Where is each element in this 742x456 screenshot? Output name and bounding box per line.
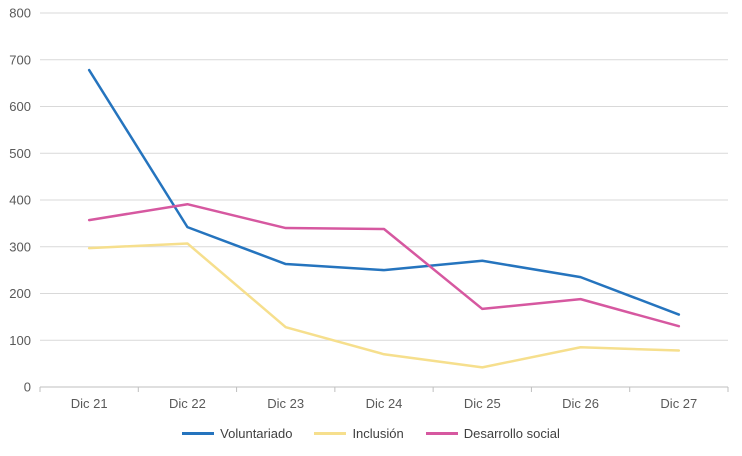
legend-item-desarrollo-social: Desarrollo social: [425, 426, 560, 441]
legend-label: Voluntariado: [220, 426, 293, 441]
series-line-voluntariado: [87, 68, 681, 316]
y-axis-tick-label: 800: [9, 6, 31, 21]
legend-label: Inclusión: [352, 426, 404, 441]
x-axis-tick-label: Dic 23: [267, 396, 304, 411]
x-axis-tick-label: Dic 27: [660, 396, 697, 411]
x-axis-group: Dic 21 Dic 22 Dic 23 Dic 24 Dic 25 Dic 26 Dic …: [39, 386, 729, 411]
legend-item-voluntariado: Voluntariado: [182, 427, 292, 440]
series-group: [87, 68, 681, 369]
gridlines-group: [40, 12, 728, 341]
legend-line-swatch: [182, 432, 215, 435]
y-axis-tick-label: 200: [9, 286, 31, 301]
legend-item-inclusi-n: Inclusión: [314, 426, 404, 441]
x-axis-tick-label: Dic 26: [562, 396, 599, 411]
y-axis-tick-label: 300: [9, 239, 31, 254]
series-line-inclusi-n: [87, 242, 681, 369]
y-axis-tick-label: 600: [9, 99, 31, 114]
series-line-desarrollo-social: [87, 202, 681, 328]
legend-label: Desarrollo social: [463, 426, 560, 441]
y-axis-tick-label: 400: [9, 193, 31, 208]
x-axis-tick-label: Dic 25: [464, 396, 501, 411]
y-axis-tick-label: 100: [9, 333, 31, 348]
y-axis-labels-group: 0 100 200 300 400 500 600 700 800: [9, 6, 31, 395]
chart-legend: Voluntariado Inclusión Desarrollo social: [0, 427, 742, 440]
x-axis-tick-label: Dic 22: [169, 396, 206, 411]
legend-line-swatch: [314, 432, 347, 435]
x-axis-tick-label: Dic 24: [366, 396, 403, 411]
y-axis-tick-label: 700: [9, 52, 31, 67]
x-axis-tick-label: Dic 21: [71, 396, 108, 411]
y-axis-tick-label: 0: [24, 380, 31, 395]
legend-line-swatch: [425, 432, 458, 435]
y-axis-tick-label: 500: [9, 146, 31, 161]
